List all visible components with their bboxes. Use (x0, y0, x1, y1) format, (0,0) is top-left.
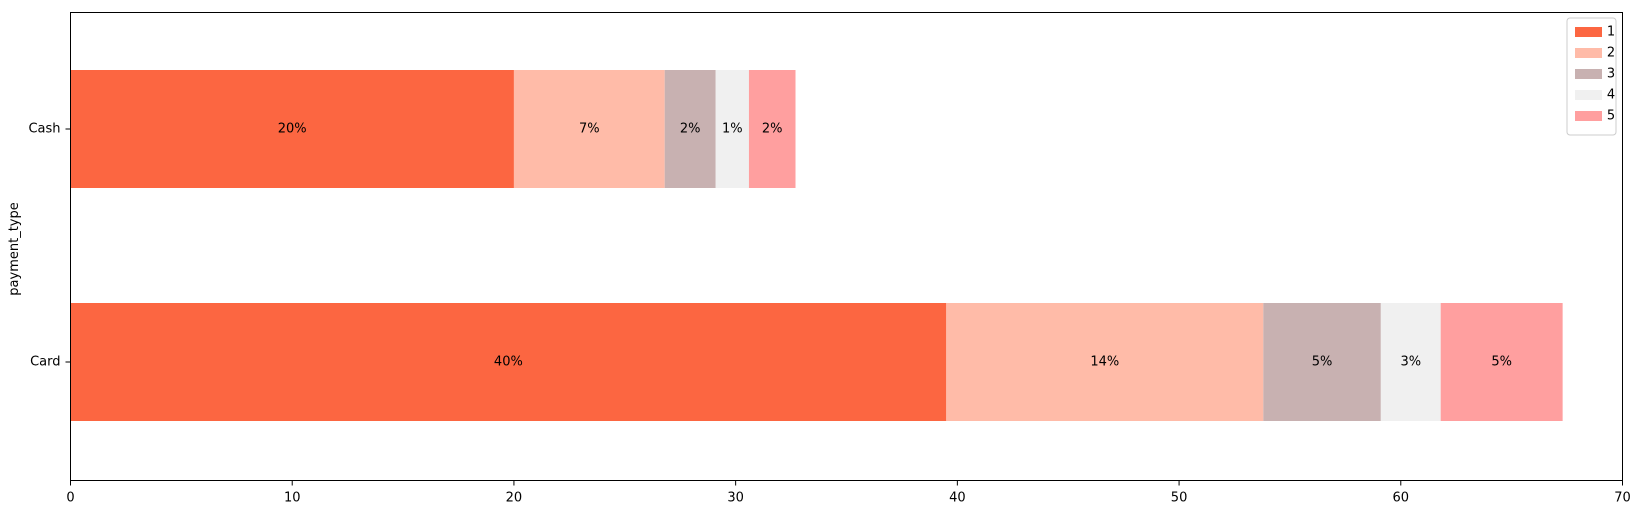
y-tick-label-card: Card (30, 355, 60, 370)
legend-swatch-5 (1575, 111, 1602, 121)
bar-layer (70, 70, 1563, 421)
bar-label-cash-series-2: 7% (579, 122, 600, 137)
bar-label-cash-series-3: 2% (680, 122, 701, 137)
bar-card-series-1 (70, 303, 947, 421)
bar-cash-series-1 (70, 70, 514, 188)
legend-label-1: 1 (1607, 25, 1615, 40)
x-axis: 0 10 20 30 40 50 60 70 (66, 480, 1631, 506)
legend-label-3: 3 (1607, 67, 1615, 82)
bar-label-cash-series-1: 20% (278, 122, 307, 137)
x-tick-label: 20 (506, 491, 523, 506)
y-axis-title: payment_type (7, 202, 22, 295)
bar-label-cash-series-5: 2% (762, 122, 783, 137)
legend-label-5: 5 (1607, 109, 1615, 124)
y-axis: Card Cash (28, 122, 71, 370)
x-tick-label: 70 (1614, 491, 1631, 506)
bar-card-series-5 (1440, 303, 1563, 421)
legend-swatch-3 (1575, 69, 1602, 79)
bar-cash-series-2 (513, 70, 665, 188)
x-tick-label: 10 (284, 491, 301, 506)
y-tick-label-cash: Cash (28, 122, 60, 137)
x-tick-label: 60 (1393, 491, 1410, 506)
legend-swatch-4 (1575, 90, 1602, 100)
bar-card-series-2 (946, 303, 1264, 421)
bar-label-layer: 40% 14% 5% 3% 5% 20% 7% 2% 1% 2% (278, 122, 1512, 370)
bar-label-cash-series-4: 1% (722, 122, 743, 137)
legend-label-2: 2 (1607, 46, 1615, 61)
x-tick-label: 50 (1171, 491, 1188, 506)
plot-frame (70, 12, 1623, 481)
legend: 1 2 3 4 5 (1566, 17, 1617, 136)
x-tick-label: 30 (727, 491, 744, 506)
bar-card-series-4 (1380, 303, 1441, 421)
legend-label-4: 4 (1607, 88, 1615, 103)
bar-label-card-series-5: 5% (1491, 355, 1512, 370)
legend-swatch-2 (1575, 48, 1602, 58)
x-tick-label: 0 (66, 491, 74, 506)
bar-label-card-series-4: 3% (1400, 355, 1421, 370)
x-tick-label: 40 (949, 491, 966, 506)
bar-label-card-series-2: 14% (1090, 355, 1119, 370)
bar-label-card-series-3: 5% (1312, 355, 1333, 370)
bar-label-card-series-1: 40% (494, 355, 523, 370)
legend-swatch-1 (1575, 27, 1602, 37)
bar-cash-series-3 (664, 70, 716, 188)
bar-cash-series-4 (715, 70, 749, 188)
bar-cash-series-5 (748, 70, 796, 188)
bar-card-series-3 (1263, 303, 1381, 421)
